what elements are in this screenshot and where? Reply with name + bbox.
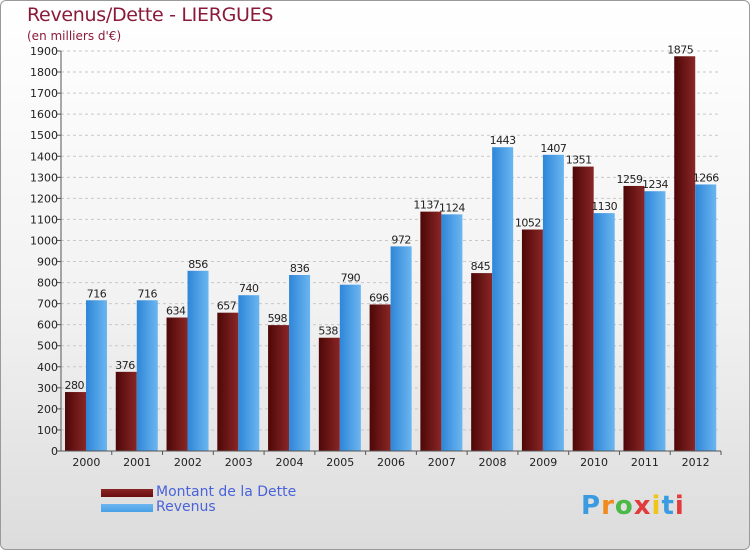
value-label-dette-2006: 696 <box>369 291 389 304</box>
y-tick-label: 1900 <box>30 45 58 58</box>
bar-dette-2010 <box>572 166 594 451</box>
value-label-revenus-2007: 1124 <box>439 201 465 214</box>
bar-revenus-2006 <box>390 246 412 451</box>
x-tick-label: 2004 <box>275 456 303 469</box>
legend-swatch-revenus <box>101 504 153 512</box>
bar-dette-2012 <box>674 56 696 452</box>
y-tick-label: 1800 <box>30 66 58 79</box>
x-tick-label: 2007 <box>428 456 456 469</box>
value-label-revenus-2003: 740 <box>239 282 259 295</box>
bar-revenus-2003 <box>238 295 260 451</box>
y-tick-label: 900 <box>37 256 58 269</box>
y-tick-label: 1200 <box>30 192 58 205</box>
y-tick-label: 1300 <box>30 171 58 184</box>
value-label-revenus-2001: 716 <box>138 287 158 300</box>
y-tick-label: 100 <box>37 424 58 437</box>
y-tick-label: 700 <box>37 298 58 311</box>
y-tick-label: 800 <box>37 277 58 290</box>
bar-revenus-2009 <box>542 154 564 451</box>
x-tick-label: 2002 <box>174 456 202 469</box>
bar-revenus-2004 <box>289 275 311 451</box>
value-label-dette-2000: 280 <box>65 379 85 392</box>
bar-dette-2002 <box>166 317 188 451</box>
y-tick-label: 500 <box>37 340 58 353</box>
y-tick-label: 0 <box>51 445 58 458</box>
value-label-dette-2007: 1137 <box>413 199 439 212</box>
bar-revenus-2012 <box>695 184 717 451</box>
bar-dette-2009 <box>521 229 543 451</box>
bar-revenus-2008 <box>492 147 514 452</box>
bar-dette-2003 <box>217 312 239 451</box>
y-tick-label: 1600 <box>30 108 58 121</box>
y-tick-label: 300 <box>37 382 58 395</box>
proxiti-logo: Proxiti <box>581 491 685 521</box>
value-label-dette-2008: 845 <box>471 260 491 273</box>
bar-revenus-2000 <box>86 300 107 451</box>
bar-revenus-2001 <box>136 300 158 451</box>
bar-dette-2008 <box>471 273 493 451</box>
bar-dette-2006 <box>369 304 391 451</box>
bar-revenus-2002 <box>187 270 209 451</box>
bar-revenus-2007 <box>441 214 463 451</box>
value-label-revenus-2009: 1407 <box>540 142 566 155</box>
y-tick-label: 1400 <box>30 150 58 163</box>
x-tick-label: 2003 <box>225 456 253 469</box>
bar-dette-2001 <box>115 371 137 451</box>
bar-dette-2004 <box>268 325 290 451</box>
bars <box>65 56 717 452</box>
bar-dette-2011 <box>623 185 645 451</box>
value-label-dette-2002: 634 <box>166 305 186 318</box>
value-label-revenus-2011: 1234 <box>642 178 668 191</box>
value-label-dette-2005: 538 <box>318 325 338 338</box>
x-tick-label: 2010 <box>580 456 608 469</box>
y-tick-label: 1100 <box>30 213 58 226</box>
x-tick-label: 2006 <box>377 456 405 469</box>
y-tick-label: 600 <box>37 319 58 332</box>
x-tick-label: 2012 <box>682 456 710 469</box>
value-label-revenus-2005: 790 <box>341 272 361 285</box>
legend-label-revenus: Revenus <box>156 499 216 515</box>
value-label-revenus-2000: 716 <box>87 287 107 300</box>
value-label-dette-2011: 1259 <box>616 173 642 186</box>
value-label-dette-2012: 1875 <box>667 43 693 56</box>
value-label-dette-2009: 1052 <box>515 217 541 230</box>
y-tick-label: 1000 <box>30 234 58 247</box>
x-tick-label: 2011 <box>631 456 659 469</box>
value-label-revenus-2004: 836 <box>290 262 310 275</box>
chart-title: Revenus/Dette - LIERGUES <box>27 4 274 26</box>
x-tick-label: 2000 <box>72 456 100 469</box>
bar-revenus-2010 <box>593 213 615 451</box>
chart-subtitle: (en milliers d'€) <box>27 29 122 43</box>
bar-dette-2000 <box>65 392 86 451</box>
y-tick-label: 400 <box>37 361 58 374</box>
value-label-dette-2004: 598 <box>268 312 288 325</box>
value-label-dette-2010: 1351 <box>566 154 592 167</box>
bar-dette-2007 <box>420 211 442 451</box>
value-label-revenus-2008: 1443 <box>490 134 516 147</box>
x-tick-label: 2009 <box>529 456 557 469</box>
bar-dette-2005 <box>318 337 340 451</box>
y-tick-label: 1500 <box>30 129 58 142</box>
value-label-dette-2003: 657 <box>217 300 237 313</box>
value-label-revenus-2006: 972 <box>391 233 411 246</box>
y-tick-label: 1700 <box>30 87 58 100</box>
x-tick-label: 2008 <box>479 456 507 469</box>
x-tick-label: 2001 <box>123 456 151 469</box>
value-label-revenus-2012: 1266 <box>693 171 719 184</box>
value-label-dette-2001: 376 <box>115 359 135 372</box>
value-label-revenus-2002: 856 <box>188 258 208 271</box>
bar-revenus-2005 <box>339 284 361 451</box>
axes: 0 100 200 300 400 500 600 700 800 900 1000 1100 1200… <box>30 45 722 469</box>
bar-revenus-2011 <box>644 191 666 452</box>
y-tick-label: 200 <box>37 403 58 416</box>
value-label-revenus-2010: 1130 <box>591 200 617 213</box>
x-tick-label: 2005 <box>326 456 354 469</box>
legend-swatch-dette <box>101 489 153 497</box>
legend-label-dette: Montant de la Dette <box>156 484 297 500</box>
